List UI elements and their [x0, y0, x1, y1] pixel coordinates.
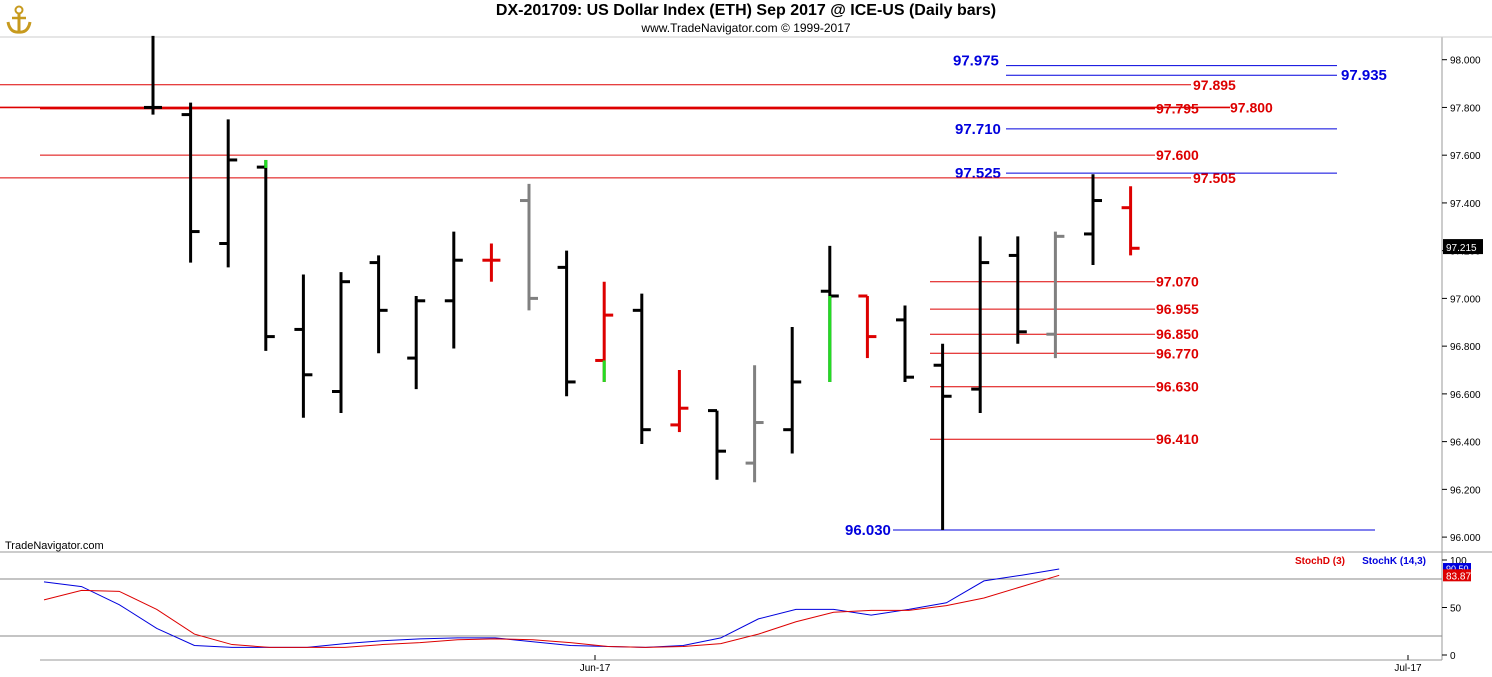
stochk-value-tag	[1443, 563, 1471, 575]
stochd-value-tag	[1443, 569, 1471, 582]
chart-subtitle: www.TradeNavigator.com © 1999-2017	[641, 21, 851, 35]
chart-title: DX-201709: US Dollar Index (ETH) Sep 201…	[495, 2, 997, 19]
level-label: 96.410	[1156, 431, 1199, 447]
level-label: 96.850	[1156, 326, 1199, 342]
level-label: 97.935	[1341, 67, 1387, 84]
level-label: 97.895	[1193, 77, 1236, 93]
stochk-value-label: 90.50	[1446, 564, 1469, 574]
stoch-tick-label: 100	[1450, 556, 1467, 567]
level-label: 96.030	[845, 522, 891, 539]
level-label: 97.525	[955, 165, 1001, 182]
stochk-line	[43, 568, 1060, 648]
time-tick-label: Jun-17	[580, 663, 611, 674]
level-label: 97.795	[1156, 101, 1199, 117]
watermark: TradeNavigator.com	[5, 540, 104, 552]
stochd-line	[43, 574, 1060, 648]
level-label: 97.800	[1230, 99, 1273, 115]
price-tick-label: 97.800	[1450, 103, 1481, 114]
stochd-value-label: 83.87	[1446, 571, 1471, 582]
last-price-tag	[1443, 239, 1483, 255]
level-label: 97.975	[953, 53, 999, 70]
stochk-legend: StochK (14,3)	[1362, 556, 1426, 567]
anchor-logo-icon	[3, 3, 35, 40]
price-tick-label: 97.400	[1450, 199, 1481, 210]
last-price-label: 97.215	[1446, 243, 1477, 254]
price-tick-label: 96.200	[1450, 485, 1481, 496]
stochd-legend: StochD (3)	[1295, 556, 1345, 567]
price-tick-label: 96.600	[1450, 390, 1481, 401]
level-label: 96.955	[1156, 301, 1199, 317]
level-label: 97.070	[1156, 274, 1199, 290]
price-tick-label: 98.000	[1450, 56, 1481, 67]
price-tick-label: 96.400	[1450, 438, 1481, 449]
level-label: 96.770	[1156, 345, 1199, 361]
level-label: 97.600	[1156, 147, 1199, 163]
price-tick-label: 97.600	[1450, 151, 1481, 162]
level-label: 96.630	[1156, 379, 1199, 395]
level-label: 97.505	[1193, 170, 1236, 186]
stoch-tick-label: 50	[1450, 604, 1462, 615]
price-tick-label: 96.000	[1450, 533, 1481, 544]
stoch-tick-label: 0	[1450, 651, 1456, 662]
level-label: 97.710	[955, 121, 1001, 138]
time-tick-label: Jul-17	[1394, 663, 1422, 674]
price-tick-label: 96.800	[1450, 342, 1481, 353]
price-tick-label: 97.000	[1450, 294, 1481, 305]
